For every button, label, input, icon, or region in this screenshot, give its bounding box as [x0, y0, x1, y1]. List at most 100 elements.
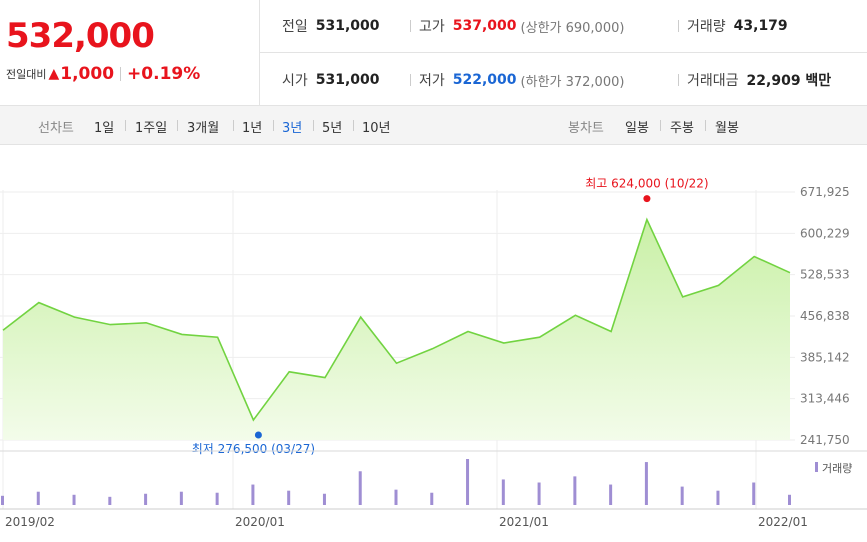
tab-1y[interactable]: 1년	[242, 121, 263, 136]
volume-bar	[322, 493, 326, 505]
volume-bar	[72, 494, 76, 505]
stat-value: 531,000	[315, 18, 380, 34]
volume-bars	[1, 459, 791, 505]
period-tabs: 선차트 1일 1주일 3개월 1년 3년 5년 10년 봉차트 일봉 주봉 월봉	[0, 106, 867, 145]
price-line	[2, 217, 791, 422]
volume-bar	[179, 491, 183, 505]
stat-sub: (상한가 690,000)	[520, 20, 625, 36]
volume-bar	[680, 486, 684, 505]
x-tick-label: 2019/02	[5, 515, 55, 529]
volume-bar	[1, 495, 4, 505]
change-value: 1,000	[60, 64, 115, 84]
stat-volume: 거래량 43,179	[678, 16, 788, 36]
tab-monthly[interactable]: 월봉	[715, 121, 739, 136]
divider	[260, 52, 867, 53]
volume-bar	[36, 491, 40, 505]
divider	[313, 120, 314, 131]
volume-bar	[716, 490, 720, 505]
volume-bar	[501, 479, 505, 505]
price-chart: 최고 624,000 (10/22) 최저 276,500 (03/27) 67…	[0, 177, 867, 529]
volume-bar	[609, 484, 613, 505]
up-arrow-icon: ▲	[48, 66, 60, 82]
stat-value: 43,179	[733, 18, 788, 34]
change-label: 전일대비	[6, 68, 47, 81]
tab-5y[interactable]: 5년	[322, 121, 343, 136]
stat-prev-close: 전일 531,000	[282, 16, 380, 36]
stat-value: 531,000	[315, 72, 380, 88]
divider	[705, 120, 706, 131]
stat-value: 537,000	[452, 18, 517, 34]
change-percent: +0.19%	[127, 64, 201, 84]
volume-legend-label: 거래량	[822, 462, 852, 475]
y-tick-label: 241,750	[800, 433, 850, 447]
volume-bar	[788, 494, 791, 505]
divider	[678, 20, 679, 32]
divider	[410, 74, 411, 86]
stat-value: 522,000	[452, 72, 517, 88]
price-box: 532,000 전일대비 ▲ 1,000 +0.19%	[0, 0, 260, 105]
volume-bar	[394, 489, 398, 505]
line-chart-label: 선차트	[38, 121, 74, 136]
stat-amount: 거래대금 22,909 백만	[678, 70, 831, 90]
volume-bar	[573, 476, 577, 505]
divider	[125, 120, 126, 131]
price-area	[3, 219, 790, 440]
stat-sub: (하한가 372,000)	[520, 74, 625, 90]
volume-bar	[287, 490, 291, 505]
volume-legend-swatch	[815, 462, 818, 472]
tab-1d[interactable]: 1일	[94, 121, 115, 136]
tab-1w[interactable]: 1주일	[135, 121, 168, 136]
x-tick-label: 2021/01	[499, 515, 549, 529]
current-price: 532,000	[6, 16, 155, 56]
volume-bar	[537, 482, 541, 505]
divider	[678, 74, 679, 86]
volume-bar	[108, 496, 112, 505]
volume-bar	[215, 492, 219, 505]
y-tick-label: 385,142	[800, 350, 850, 364]
y-tick-label: 528,533	[800, 268, 850, 282]
low-marker	[254, 431, 262, 439]
candle-chart-label: 봉차트	[568, 121, 604, 136]
x-tick-label: 2020/01	[235, 515, 285, 529]
tab-3m[interactable]: 3개월	[187, 121, 220, 136]
high-label: 최고 624,000 (10/22)	[585, 177, 708, 191]
tab-daily[interactable]: 일봉	[625, 121, 649, 136]
divider	[233, 120, 234, 131]
x-tick-label: 2022/01	[758, 515, 808, 529]
tab-weekly[interactable]: 주봉	[670, 121, 694, 136]
volume-bar	[752, 482, 756, 505]
divider	[353, 120, 354, 131]
stat-label: 거래대금	[687, 73, 739, 89]
stat-label: 시가	[282, 73, 308, 89]
divider	[660, 120, 661, 131]
y-tick-label: 671,925	[800, 185, 850, 199]
change-row: 전일대비 ▲ 1,000 +0.19%	[6, 64, 200, 84]
volume-bar	[358, 471, 362, 505]
stat-low: 저가 522,000 (하한가 372,000)	[410, 70, 624, 90]
tab-3y[interactable]: 3년	[282, 121, 303, 136]
volume-bar	[644, 462, 648, 505]
y-tick-label: 313,446	[800, 392, 850, 406]
y-tick-label: 456,838	[800, 309, 850, 323]
stat-label: 저가	[419, 73, 445, 89]
divider	[273, 120, 274, 131]
volume-bar	[430, 492, 434, 505]
stat-label: 고가	[419, 19, 445, 35]
x-axis: 2019/02 2020/01 2021/01 2022/01	[5, 515, 808, 529]
stat-label: 전일	[282, 19, 308, 35]
stat-high: 고가 537,000 (상한가 690,000)	[410, 16, 624, 36]
divider	[410, 20, 411, 32]
volume-bar	[144, 493, 148, 505]
quote-header: 532,000 전일대비 ▲ 1,000 +0.19% 전일 531,000 고…	[0, 0, 867, 106]
volume-bar	[466, 459, 470, 505]
high-marker	[643, 195, 651, 203]
stat-label: 거래량	[687, 19, 726, 35]
divider	[177, 120, 178, 131]
divider	[120, 67, 122, 81]
stat-open: 시가 531,000	[282, 70, 380, 90]
y-tick-label: 600,229	[800, 226, 850, 240]
tab-10y[interactable]: 10년	[362, 121, 391, 136]
low-label: 최저 276,500 (03/27)	[192, 442, 315, 456]
y-axis: 671,925 600,229 528,533 456,838 385,142 313,4…	[800, 185, 850, 447]
volume-bar	[251, 484, 255, 505]
